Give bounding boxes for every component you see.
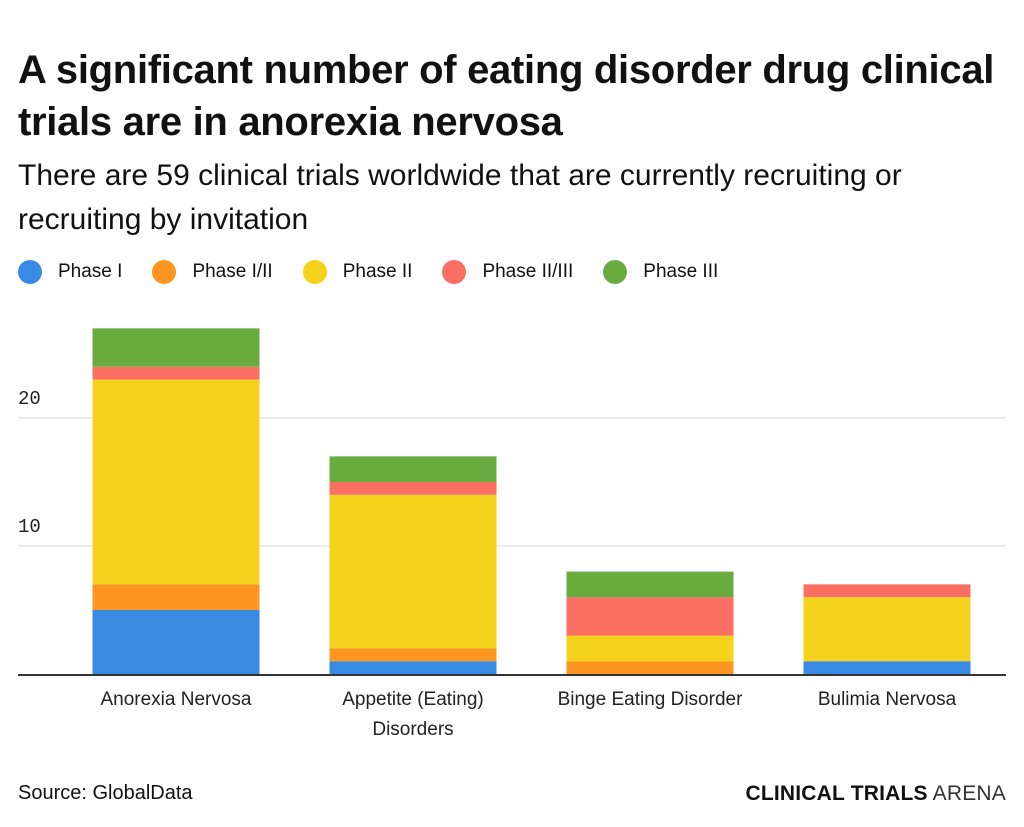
bar-segment [566, 597, 734, 636]
source-note: Source: GlobalData [18, 782, 193, 804]
legend-swatch [442, 260, 467, 284]
legend-swatch [302, 260, 327, 284]
bar-segment [92, 610, 260, 674]
brand-bold: CLINICAL TRIALS [745, 782, 928, 805]
bar-segment [566, 635, 734, 662]
bar-segment [329, 482, 497, 495]
legend-item: Phase II/III [442, 260, 573, 284]
bar-segment [566, 571, 734, 598]
legend-label: Phase II [342, 261, 413, 282]
legend: Phase I Phase I/II Phase II Phase II/III Pha… [18, 260, 748, 284]
legend-swatch [603, 260, 628, 284]
legend-item: Phase II [302, 260, 413, 284]
x-tick-label: Binge Eating Disorder [558, 689, 743, 710]
y-tick-label: 20 [18, 388, 41, 410]
chart-title: A significant number of eating disorder … [18, 48, 995, 144]
brand-light: ARENA [932, 782, 1006, 805]
x-tick-label: Bulimia Nervosa [818, 689, 957, 710]
bar-segment [803, 597, 971, 662]
bar-segment [803, 661, 971, 674]
bar-segment [803, 584, 971, 598]
x-tick-label: Anorexia Nervosa [100, 689, 251, 710]
bar-segment [329, 648, 497, 662]
legend-item: Phase III [603, 260, 718, 284]
x-tick-label: Disorders [372, 719, 453, 740]
bar-segment [92, 379, 260, 585]
bar-segment [329, 456, 497, 482]
brand-logo: CLINICAL TRIALS ARENA [745, 782, 1006, 806]
bar-segment [566, 661, 734, 674]
legend-swatch [18, 260, 42, 284]
bar-segment [92, 328, 260, 367]
chart-subtitle: There are 59 clinical trials worldwide t… [18, 159, 902, 236]
legend-item: Phase I [18, 260, 122, 284]
legend-label: Phase III [643, 261, 719, 282]
legend-label: Phase I/II [192, 261, 273, 282]
x-tick-label: Appetite (Eating) [342, 689, 484, 710]
stacked-bar-chart: 10 20 Anorexia Nervosa Appetite (Eating) Dis… [18, 328, 1006, 740]
legend-label: Phase II/III [482, 261, 574, 282]
bar-segment [329, 494, 497, 649]
legend-label: Phase I [58, 261, 123, 282]
legend-swatch [152, 260, 177, 284]
bar-segment [329, 661, 497, 674]
y-tick-label: 10 [18, 516, 41, 538]
legend-item: Phase I/II [152, 260, 273, 284]
bar-segment [92, 366, 260, 380]
bar-segment [92, 584, 260, 610]
